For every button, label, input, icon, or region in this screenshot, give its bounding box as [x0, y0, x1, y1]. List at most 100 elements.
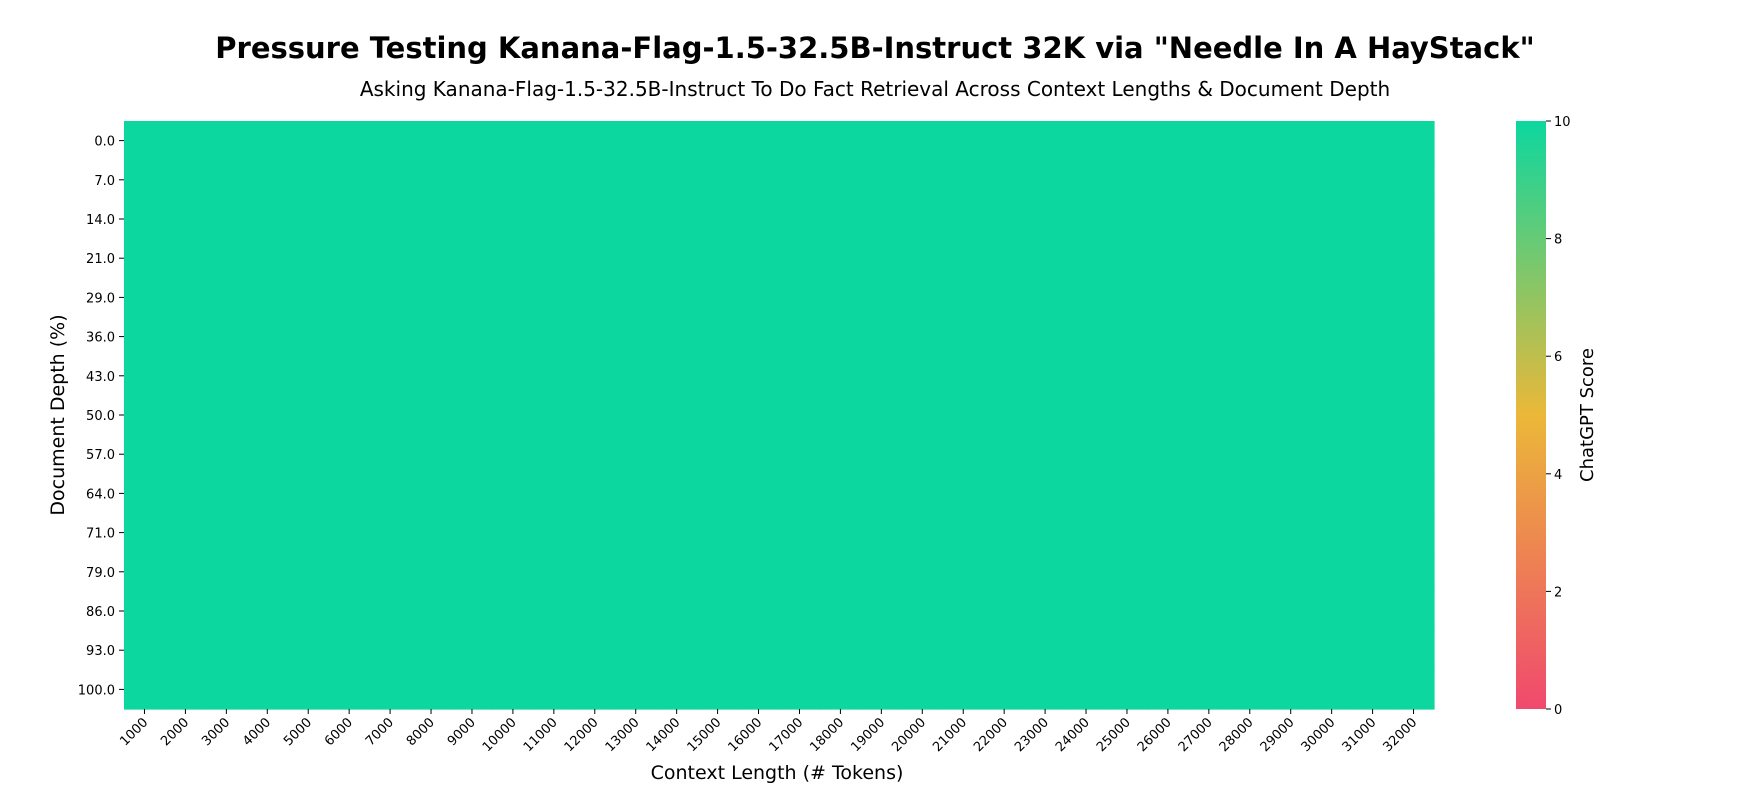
heatmap-cell	[164, 160, 207, 200]
heatmap-cell	[942, 630, 985, 671]
heatmap-cell	[860, 121, 903, 161]
heatmap-cell	[615, 121, 657, 161]
heatmap-cell	[697, 473, 739, 514]
heatmap-cell	[1106, 513, 1149, 553]
heatmap-cell	[942, 395, 985, 436]
heatmap-cell	[1188, 160, 1230, 200]
heatmap-cell	[1352, 160, 1394, 200]
heatmap-cell	[1393, 513, 1435, 553]
heatmap-cell	[246, 199, 289, 240]
heatmap-cell	[1311, 591, 1353, 632]
heatmap-cell	[1065, 473, 1108, 514]
heatmap-cell	[1393, 121, 1435, 161]
heatmap-cell	[164, 277, 207, 318]
heatmap-cell	[1352, 199, 1394, 240]
heatmap-cell	[615, 277, 657, 318]
y-tick-label: 100.0	[78, 683, 115, 698]
heatmap-cell	[369, 317, 412, 357]
heatmap-cell	[164, 434, 207, 475]
heatmap-cell	[1024, 434, 1067, 475]
heatmap-cell	[901, 552, 944, 592]
heatmap-cell	[205, 552, 248, 592]
heatmap-cell	[369, 238, 412, 279]
heatmap-cell	[1065, 669, 1108, 710]
heatmap-cell	[1024, 277, 1067, 318]
heatmap-cell	[1229, 121, 1271, 161]
heatmap-cell	[492, 669, 534, 710]
heatmap-cell	[1270, 199, 1312, 240]
heatmap-cell	[1352, 473, 1394, 514]
heatmap-cell	[1229, 513, 1271, 553]
heatmap-cell	[492, 238, 534, 279]
heatmap-cell	[1352, 121, 1394, 161]
heatmap-cell	[779, 473, 821, 514]
heatmap-cell	[779, 160, 821, 200]
heatmap-cell	[615, 434, 657, 475]
heatmap-cell	[451, 434, 494, 475]
heatmap-cell	[205, 238, 248, 279]
heatmap-cell	[901, 591, 944, 632]
heatmap-cell	[124, 669, 166, 710]
y-tick-label: 21.0	[86, 252, 115, 267]
heatmap-cell	[1229, 630, 1271, 671]
heatmap-cell	[779, 552, 821, 592]
heatmap-cell	[328, 473, 371, 514]
heatmap-cell	[205, 277, 248, 318]
heatmap-cell	[451, 199, 494, 240]
heatmap-cell	[533, 552, 575, 592]
heatmap-cell	[369, 277, 412, 318]
heatmap-cell	[328, 121, 371, 161]
heatmap-cell	[1024, 552, 1067, 592]
heatmap-cell	[492, 395, 534, 436]
heatmap-cell	[1106, 395, 1149, 436]
heatmap-cell	[410, 591, 453, 632]
heatmap-cell	[697, 238, 739, 279]
heatmap-cell	[205, 434, 248, 475]
heatmap-cell	[1024, 238, 1067, 279]
heatmap-cell	[1311, 630, 1353, 671]
heatmap-cell	[1352, 277, 1394, 318]
heatmap-cell	[410, 513, 453, 553]
heatmap-cell	[164, 199, 207, 240]
heatmap-cell	[1188, 356, 1230, 396]
heatmap-cell	[656, 473, 698, 514]
heatmap-cell	[574, 552, 616, 592]
heatmap-cell	[1311, 395, 1353, 436]
heatmap-cell	[410, 473, 453, 514]
heatmap-cell	[1188, 199, 1230, 240]
heatmap-cell	[860, 434, 903, 475]
heatmap-cell	[451, 591, 494, 632]
heatmap-cell	[533, 277, 575, 318]
heatmap-cell	[287, 317, 330, 357]
heatmap-cell	[615, 356, 657, 396]
heatmap-cell	[697, 160, 739, 200]
heatmap-cell	[164, 591, 207, 632]
heatmap-cell	[697, 552, 739, 592]
heatmap-cell	[124, 473, 166, 514]
heatmap-cell	[492, 121, 534, 161]
heatmap-cell	[942, 199, 985, 240]
y-tick-label: 14.0	[86, 213, 115, 228]
colorbar-ticks: 0 2 4 6 8 10	[1546, 115, 1571, 718]
heatmap-cell	[1229, 591, 1271, 632]
heatmap-cell	[697, 591, 739, 632]
heatmap-cell	[1065, 238, 1108, 279]
heatmap-cell	[410, 317, 453, 357]
heatmap-cell	[328, 669, 371, 710]
heatmap-cell	[1065, 317, 1108, 357]
heatmap-cell	[779, 669, 821, 710]
heatmap-cell	[246, 630, 289, 671]
heatmap-cell	[615, 238, 657, 279]
heatmap-cell	[1147, 160, 1189, 200]
heatmap-cell	[1106, 630, 1149, 671]
heatmap-cell	[779, 395, 821, 436]
heatmap-cell	[164, 356, 207, 396]
heatmap-cell	[656, 199, 698, 240]
heatmap-cell	[287, 356, 330, 396]
heatmap-cell	[1024, 669, 1067, 710]
heatmap-cell	[492, 473, 534, 514]
heatmap-cell	[1229, 160, 1271, 200]
heatmap-cell	[574, 317, 616, 357]
heatmap-cell	[287, 552, 330, 592]
heatmap-cell	[328, 160, 371, 200]
